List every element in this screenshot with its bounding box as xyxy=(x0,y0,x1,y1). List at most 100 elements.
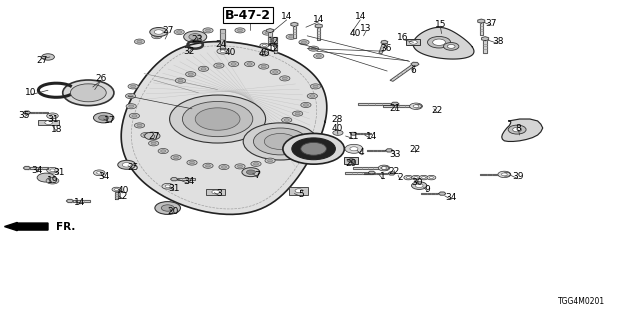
Polygon shape xyxy=(482,37,488,41)
Polygon shape xyxy=(115,192,118,199)
Circle shape xyxy=(292,111,303,116)
Circle shape xyxy=(348,159,355,163)
Polygon shape xyxy=(267,29,273,33)
Polygon shape xyxy=(358,103,395,105)
Polygon shape xyxy=(478,19,484,23)
Circle shape xyxy=(247,63,252,65)
Circle shape xyxy=(97,172,102,174)
Circle shape xyxy=(262,53,266,55)
Circle shape xyxy=(221,166,227,168)
Polygon shape xyxy=(479,21,483,35)
Text: 1: 1 xyxy=(380,172,385,181)
Circle shape xyxy=(498,171,511,178)
Text: 12: 12 xyxy=(268,37,279,46)
Circle shape xyxy=(137,40,142,43)
Circle shape xyxy=(261,65,266,68)
Bar xyxy=(38,120,59,125)
Text: 22: 22 xyxy=(431,106,443,115)
Circle shape xyxy=(513,127,522,132)
Text: 18: 18 xyxy=(51,125,62,134)
Circle shape xyxy=(301,102,311,108)
Circle shape xyxy=(122,163,131,167)
Text: 28: 28 xyxy=(332,115,343,124)
Text: 30: 30 xyxy=(412,178,423,187)
Text: 27: 27 xyxy=(148,132,159,141)
Text: 8: 8 xyxy=(516,124,521,132)
Polygon shape xyxy=(391,102,399,106)
Text: 40: 40 xyxy=(332,124,343,132)
Circle shape xyxy=(129,105,134,108)
Circle shape xyxy=(228,61,239,67)
Circle shape xyxy=(45,121,52,124)
Circle shape xyxy=(128,84,138,89)
Circle shape xyxy=(188,73,193,76)
Text: 40: 40 xyxy=(117,186,129,195)
Circle shape xyxy=(174,29,184,35)
Text: 21: 21 xyxy=(389,104,401,113)
Polygon shape xyxy=(316,24,322,28)
Circle shape xyxy=(145,132,160,140)
Polygon shape xyxy=(379,42,386,53)
Text: 34: 34 xyxy=(98,172,109,180)
Circle shape xyxy=(410,40,417,44)
Circle shape xyxy=(235,28,245,33)
Circle shape xyxy=(282,117,292,123)
Circle shape xyxy=(99,115,109,120)
Circle shape xyxy=(143,134,148,136)
Circle shape xyxy=(303,104,308,106)
Text: 40: 40 xyxy=(349,29,361,38)
Circle shape xyxy=(273,71,278,73)
Polygon shape xyxy=(438,192,446,195)
Circle shape xyxy=(235,164,245,169)
Text: 26: 26 xyxy=(95,74,107,83)
Circle shape xyxy=(93,170,105,176)
Circle shape xyxy=(262,30,273,35)
Circle shape xyxy=(301,41,307,44)
Polygon shape xyxy=(292,24,296,38)
Text: 22: 22 xyxy=(409,145,420,154)
Text: 23: 23 xyxy=(191,35,203,44)
Polygon shape xyxy=(354,133,371,134)
Polygon shape xyxy=(317,26,321,40)
Circle shape xyxy=(262,44,266,46)
Circle shape xyxy=(310,84,321,89)
Circle shape xyxy=(177,31,182,33)
Circle shape xyxy=(170,95,266,143)
Text: 16: 16 xyxy=(397,33,409,42)
Polygon shape xyxy=(351,132,356,135)
Circle shape xyxy=(161,150,166,152)
Circle shape xyxy=(251,161,261,166)
Text: 24: 24 xyxy=(215,40,227,49)
Text: B-47-2: B-47-2 xyxy=(227,11,270,23)
Circle shape xyxy=(150,28,168,36)
Polygon shape xyxy=(23,111,31,114)
Bar xyxy=(206,189,225,195)
Text: 9: 9 xyxy=(425,185,430,194)
Polygon shape xyxy=(383,105,418,107)
Circle shape xyxy=(134,39,145,44)
Circle shape xyxy=(131,85,136,88)
Circle shape xyxy=(259,64,269,69)
Circle shape xyxy=(93,113,114,123)
Bar xyxy=(289,187,308,195)
Polygon shape xyxy=(502,119,543,141)
Circle shape xyxy=(260,43,269,48)
Polygon shape xyxy=(503,173,511,176)
Text: 4: 4 xyxy=(359,148,364,157)
Circle shape xyxy=(314,53,324,59)
Circle shape xyxy=(165,185,170,188)
Polygon shape xyxy=(291,22,298,27)
Text: 14: 14 xyxy=(365,132,377,141)
Bar xyxy=(344,157,358,164)
Circle shape xyxy=(178,79,183,82)
Circle shape xyxy=(502,173,508,176)
Text: 31: 31 xyxy=(53,168,65,177)
Circle shape xyxy=(244,61,255,67)
Text: 2: 2 xyxy=(397,173,403,182)
Polygon shape xyxy=(480,173,507,175)
Polygon shape xyxy=(70,200,90,202)
Circle shape xyxy=(201,68,206,70)
Circle shape xyxy=(265,31,270,34)
Text: 27: 27 xyxy=(36,56,47,65)
Text: 13: 13 xyxy=(360,24,372,33)
